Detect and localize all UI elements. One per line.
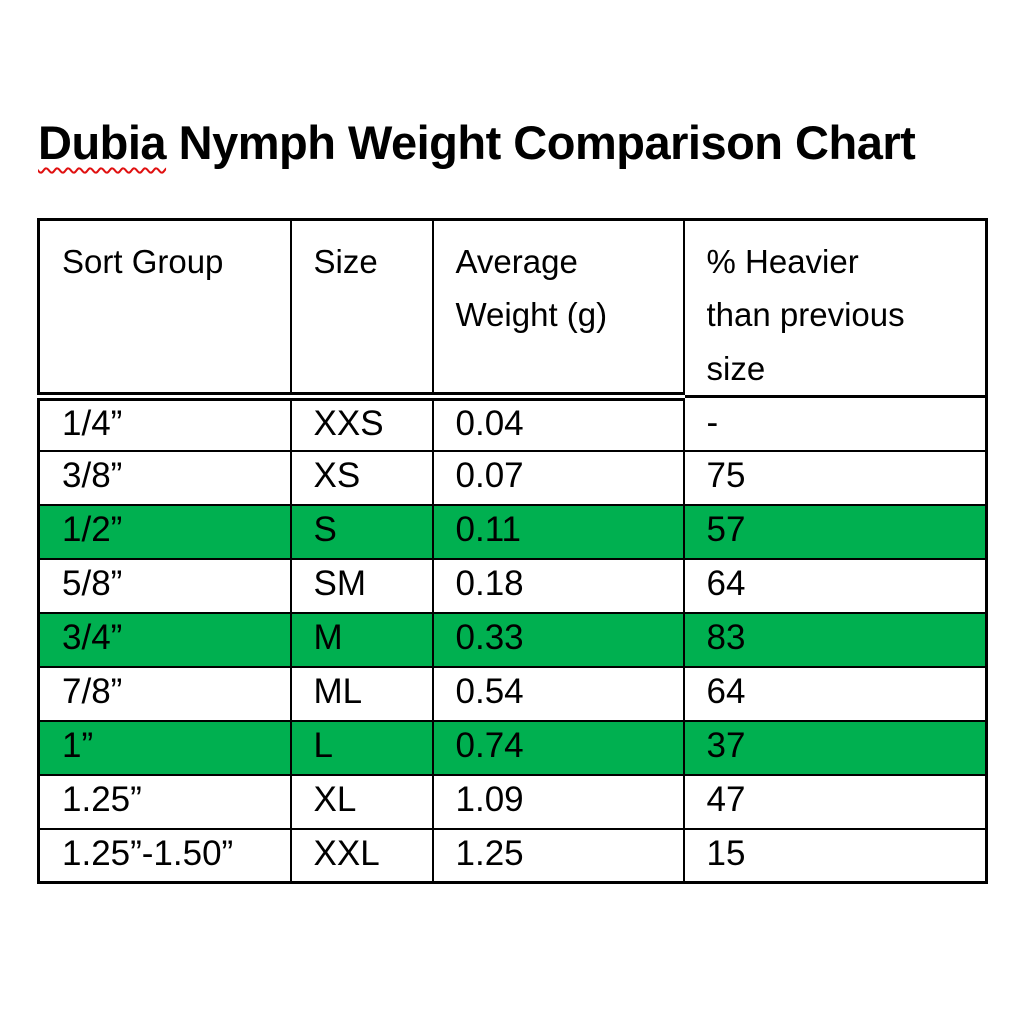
cell-avg-weight: 0.07 <box>431 449 685 506</box>
header-sort-group: Sort Group <box>37 218 292 402</box>
cell-size: XXL <box>289 827 434 884</box>
header-pct-heavier: % Heavier than previous size <box>682 218 988 399</box>
header-line: Weight (g) <box>455 296 608 334</box>
cell-sort-group: 3/8” <box>37 449 292 506</box>
cell-sort-group: 3/4” <box>37 611 292 668</box>
cell-pct-heavier: 75 <box>682 449 988 506</box>
table-row-highlighted: 1” L 0.74 37 <box>37 719 988 776</box>
table-row-highlighted: 3/4” M 0.33 83 <box>37 611 988 668</box>
cell-size: XS <box>289 449 434 506</box>
cell-size: S <box>289 503 434 560</box>
cell-size: ML <box>289 665 434 722</box>
cell-avg-weight: 0.11 <box>431 503 685 560</box>
cell-pct-heavier: - <box>682 395 988 452</box>
cell-size: SM <box>289 557 434 614</box>
cell-avg-weight: 0.04 <box>431 395 685 452</box>
cell-sort-group: 1/4” <box>37 395 292 452</box>
cell-pct-heavier: 64 <box>682 557 988 614</box>
header-line: Average <box>455 243 578 280</box>
table-row: 3/8” XS 0.07 75 <box>37 449 988 506</box>
document-page: Dubia Nymph Weight Comparison Chart Sort… <box>0 119 1024 1024</box>
table-row: 1.25” XL 1.09 47 <box>37 773 988 830</box>
cell-sort-group: 1.25” <box>37 773 292 830</box>
cell-size: M <box>289 611 434 668</box>
table-row: 5/8” SM 0.18 64 <box>37 557 988 614</box>
cell-pct-heavier: 37 <box>682 719 988 776</box>
header-average-weight: Average Weight (g) <box>431 218 685 402</box>
cell-sort-group: 1/2” <box>37 503 292 560</box>
header-line: Size <box>313 243 378 280</box>
cell-sort-group: 5/8” <box>37 557 292 614</box>
table-row: 7/8” ML 0.54 64 <box>37 665 988 722</box>
cell-pct-heavier: 83 <box>682 611 988 668</box>
header-row: Sort Group Size Average Weight (g) % Hea… <box>37 218 988 402</box>
cell-avg-weight: 0.33 <box>431 611 685 668</box>
cell-sort-group: 7/8” <box>37 665 292 722</box>
cell-pct-heavier: 47 <box>682 773 988 830</box>
table-row: 1/4” XXS 0.04 - <box>37 395 988 452</box>
title-misspelled-word: Dubia <box>38 116 167 169</box>
title-rest: Nymph Weight Comparison Chart <box>166 116 916 169</box>
cell-avg-weight: 0.74 <box>431 719 685 776</box>
cell-avg-weight: 1.25 <box>431 827 685 884</box>
cell-pct-heavier: 64 <box>682 665 988 722</box>
table-row: 1.25”-1.50” XXL 1.25 15 <box>37 827 988 884</box>
cell-pct-heavier: 15 <box>682 827 988 884</box>
cell-pct-heavier: 57 <box>682 503 988 560</box>
cell-avg-weight: 1.09 <box>431 773 685 830</box>
header-line: % Heavier <box>706 243 859 280</box>
header-line: than previous <box>706 296 905 334</box>
header-line: Sort Group <box>62 243 224 280</box>
cell-sort-group: 1” <box>37 719 292 776</box>
cell-size: XL <box>289 773 434 830</box>
cell-avg-weight: 0.54 <box>431 665 685 722</box>
weight-comparison-table: Sort Group Size Average Weight (g) % Hea… <box>37 218 988 885</box>
cell-sort-group: 1.25”-1.50” <box>37 827 292 884</box>
cell-avg-weight: 0.18 <box>431 557 685 614</box>
header-line: size <box>706 349 766 387</box>
cell-size: L <box>289 719 434 776</box>
table-row-highlighted: 1/2” S 0.11 57 <box>37 503 988 560</box>
page-title: Dubia Nymph Weight Comparison Chart <box>38 119 1024 166</box>
header-size: Size <box>289 218 434 402</box>
cell-size: XXS <box>289 395 434 452</box>
